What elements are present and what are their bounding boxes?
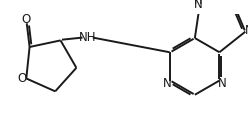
Text: NH: NH [79, 31, 96, 44]
Text: N: N [194, 0, 203, 11]
Text: O: O [18, 72, 27, 85]
Text: N: N [163, 77, 172, 90]
Text: H: H [194, 0, 202, 6]
Text: N: N [245, 24, 248, 37]
Text: O: O [22, 13, 31, 26]
Text: N: N [218, 77, 227, 90]
